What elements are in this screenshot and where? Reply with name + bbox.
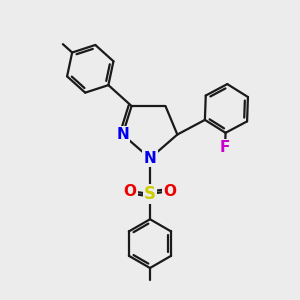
Text: O: O — [164, 184, 177, 199]
Text: N: N — [116, 127, 129, 142]
Text: O: O — [123, 184, 136, 199]
Text: F: F — [220, 140, 230, 155]
Text: N: N — [144, 151, 156, 166]
Text: S: S — [144, 185, 156, 203]
